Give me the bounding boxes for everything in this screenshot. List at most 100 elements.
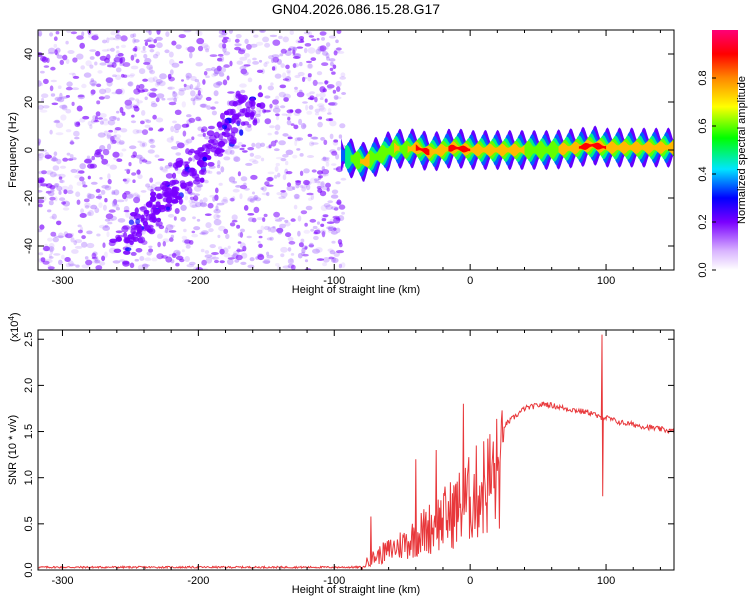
x-tick-label: 100 xyxy=(597,575,615,587)
noise-speckle xyxy=(97,132,106,138)
diagonal-speckle xyxy=(130,225,138,230)
noise-speckle xyxy=(289,30,294,35)
noise-speckle xyxy=(149,177,154,183)
noise-speckle xyxy=(339,123,346,129)
noise-speckle xyxy=(88,210,94,217)
noise-speckle xyxy=(283,93,291,100)
noise-speckle xyxy=(38,170,45,175)
noise-speckle xyxy=(253,206,260,214)
noise-speckle xyxy=(83,198,90,203)
noise-speckle xyxy=(197,45,204,52)
noise-speckle xyxy=(295,180,302,183)
noise-speckle xyxy=(83,72,92,78)
noise-speckle xyxy=(218,182,223,186)
noise-speckle xyxy=(45,190,52,194)
noise-speckle xyxy=(55,132,64,136)
noise-speckle xyxy=(38,104,44,110)
noise-speckle xyxy=(227,258,234,265)
noise-speckle xyxy=(335,39,339,44)
snr-series-line xyxy=(38,334,674,570)
noise-speckle xyxy=(223,156,231,161)
noise-speckle xyxy=(102,204,107,211)
noise-speckle xyxy=(268,144,272,149)
noise-speckle xyxy=(165,224,174,231)
noise-speckle xyxy=(293,194,301,198)
noise-speckle xyxy=(188,199,194,204)
noise-speckle xyxy=(128,192,134,198)
diagonal-speckle xyxy=(252,119,258,126)
noise-speckle xyxy=(328,256,335,260)
noise-speckle xyxy=(223,228,229,234)
noise-speckle xyxy=(237,141,243,147)
noise-speckle xyxy=(144,124,151,128)
noise-speckle xyxy=(154,82,160,87)
noise-speckle xyxy=(107,218,114,222)
noise-speckle xyxy=(49,32,54,37)
noise-speckle xyxy=(239,147,245,151)
noise-speckle xyxy=(106,133,112,139)
noise-speckle xyxy=(286,69,291,74)
noise-speckle xyxy=(139,206,146,210)
noise-speckle xyxy=(182,239,190,244)
noise-speckle xyxy=(155,51,161,56)
noise-speckle xyxy=(286,182,292,187)
noise-speckle xyxy=(178,89,185,96)
noise-speckle xyxy=(108,37,115,41)
noise-speckle xyxy=(145,30,151,33)
noise-speckle xyxy=(218,72,225,77)
noise-speckle xyxy=(95,50,101,57)
noise-speckle xyxy=(171,62,180,68)
noise-speckle xyxy=(159,73,167,80)
noise-speckle xyxy=(205,96,212,101)
noise-speckle xyxy=(137,140,142,143)
noise-speckle xyxy=(57,235,64,238)
noise-speckle xyxy=(157,158,165,161)
noise-speckle xyxy=(249,257,255,262)
noise-speckle xyxy=(279,105,286,109)
noise-speckle xyxy=(239,83,247,88)
noise-speckle xyxy=(65,40,69,45)
noise-speckle xyxy=(316,170,324,175)
noise-speckle xyxy=(219,67,227,73)
noise-speckle xyxy=(189,196,195,200)
noise-speckle xyxy=(289,109,294,113)
diagonal-speckle xyxy=(165,206,171,211)
noise-speckle xyxy=(148,127,154,131)
noise-speckle xyxy=(292,56,301,59)
noise-speckle xyxy=(228,30,233,34)
noise-speckle xyxy=(148,92,157,98)
diagonal-speckle xyxy=(250,97,255,102)
noise-speckle xyxy=(171,95,179,99)
noise-speckle xyxy=(195,93,203,100)
noise-speckle xyxy=(296,137,304,141)
noise-speckle xyxy=(189,201,197,208)
diagonal-speckle xyxy=(196,159,205,167)
diagonal-speckle xyxy=(175,160,183,168)
noise-speckle xyxy=(116,117,120,121)
noise-speckle xyxy=(219,55,225,63)
noise-speckle xyxy=(53,43,58,48)
noise-speckle xyxy=(171,40,177,46)
noise-speckle xyxy=(56,220,62,226)
noise-speckle xyxy=(82,115,90,120)
noise-speckle xyxy=(304,259,309,263)
ridge-band xyxy=(578,142,607,150)
noise-speckle xyxy=(266,237,273,241)
diagonal-speckle xyxy=(135,218,141,225)
noise-speckle xyxy=(59,165,67,169)
noise-speckle xyxy=(222,43,227,49)
noise-speckle xyxy=(81,241,88,248)
noise-speckle xyxy=(147,149,155,154)
y-tick-label: 0.5 xyxy=(23,516,35,531)
noise-speckle xyxy=(58,190,62,195)
noise-speckle xyxy=(61,104,68,111)
noise-speckle xyxy=(155,97,160,103)
noise-speckle xyxy=(321,169,330,175)
noise-speckle xyxy=(322,156,330,160)
noise-speckle xyxy=(41,93,49,98)
noise-speckle xyxy=(336,250,344,254)
noise-speckle xyxy=(87,193,95,200)
noise-speckle xyxy=(76,181,82,186)
noise-speckle xyxy=(84,202,91,208)
noise-speckle xyxy=(322,88,327,93)
